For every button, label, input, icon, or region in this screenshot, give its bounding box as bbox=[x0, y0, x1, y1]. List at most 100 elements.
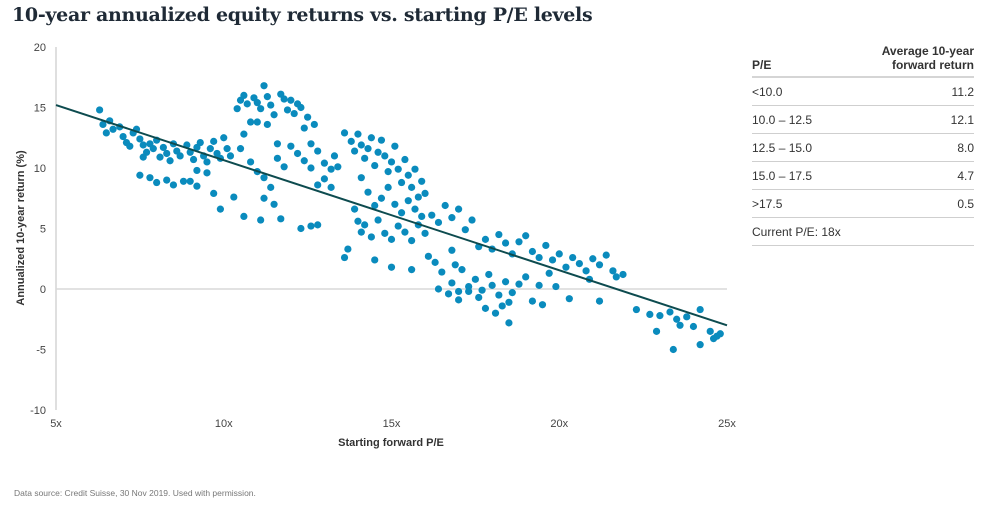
x-tick-labels: 5x 10x 15x 20x 25x bbox=[50, 418, 736, 430]
data-points bbox=[96, 82, 724, 354]
data-point bbox=[314, 221, 322, 229]
data-point bbox=[528, 247, 537, 256]
data-point bbox=[206, 145, 214, 153]
data-point bbox=[448, 279, 456, 287]
data-point bbox=[344, 245, 352, 253]
data-point bbox=[408, 183, 416, 191]
data-point bbox=[397, 209, 406, 217]
data-point bbox=[652, 327, 661, 335]
data-point bbox=[263, 120, 271, 129]
data-point bbox=[320, 159, 328, 167]
pe-returns-table: P/E Average 10-year forward return <10.0… bbox=[752, 36, 974, 246]
data-point bbox=[371, 201, 379, 210]
header-return-line1: Average 10-year bbox=[881, 44, 974, 58]
data-point bbox=[418, 177, 426, 185]
data-point bbox=[163, 176, 171, 184]
y-tick-label: 0 bbox=[40, 284, 46, 296]
data-point bbox=[240, 130, 248, 138]
data-point bbox=[431, 258, 439, 266]
scatter-chart: 20 15 10 5 0 -5 -10 5x 10x 15x 20x 25x Starting fo… bbox=[15, 42, 736, 449]
data-point bbox=[582, 267, 590, 275]
data-point bbox=[243, 100, 251, 108]
data-point bbox=[364, 145, 372, 153]
axes bbox=[55, 47, 727, 410]
data-point bbox=[230, 193, 238, 201]
current-pe-note: Current P/E: 18x bbox=[752, 218, 974, 246]
data-point bbox=[696, 341, 704, 349]
data-point bbox=[196, 138, 204, 147]
data-point bbox=[99, 120, 107, 129]
row-value: 11.2 bbox=[951, 84, 974, 99]
data-point bbox=[465, 287, 473, 296]
data-point bbox=[377, 136, 386, 144]
data-point bbox=[357, 228, 365, 236]
data-point bbox=[646, 310, 654, 319]
data-point bbox=[314, 147, 322, 155]
data-point bbox=[408, 237, 416, 245]
data-point bbox=[136, 171, 144, 179]
data-point bbox=[287, 96, 295, 104]
data-point bbox=[411, 165, 419, 173]
data-point bbox=[304, 113, 312, 121]
data-point bbox=[361, 154, 369, 162]
data-point bbox=[223, 145, 231, 153]
data-point bbox=[475, 293, 483, 302]
data-point bbox=[330, 152, 339, 160]
y-tick-labels: 20 15 10 5 0 -5 -10 bbox=[30, 42, 46, 417]
data-point bbox=[169, 181, 178, 189]
data-point bbox=[461, 226, 469, 234]
data-point bbox=[270, 200, 278, 208]
data-point bbox=[501, 239, 510, 247]
data-point bbox=[404, 171, 412, 179]
data-point bbox=[552, 282, 560, 291]
row-value: 12.1 bbox=[950, 112, 974, 127]
data-point bbox=[186, 177, 194, 185]
data-point bbox=[478, 286, 486, 294]
data-point bbox=[307, 222, 315, 230]
data-point bbox=[350, 205, 359, 213]
data-point bbox=[441, 201, 449, 210]
data-point bbox=[193, 182, 201, 190]
data-point bbox=[565, 295, 573, 303]
data-point bbox=[609, 267, 617, 275]
data-point bbox=[257, 216, 265, 224]
data-point bbox=[455, 287, 463, 296]
data-point bbox=[290, 109, 298, 118]
data-point bbox=[458, 266, 466, 274]
data-point bbox=[495, 291, 503, 299]
y-tick-label: 20 bbox=[34, 42, 46, 54]
header-return: Average 10-year forward return bbox=[882, 44, 974, 72]
data-point bbox=[421, 189, 429, 198]
data-point bbox=[260, 82, 268, 90]
data-point bbox=[619, 270, 627, 279]
data-point bbox=[448, 214, 456, 222]
data-point bbox=[307, 164, 315, 172]
data-point bbox=[176, 152, 184, 160]
data-point bbox=[455, 296, 463, 304]
data-point bbox=[485, 270, 493, 279]
data-point bbox=[367, 233, 375, 241]
data-point bbox=[538, 301, 547, 309]
data-point bbox=[340, 253, 349, 262]
data-point bbox=[96, 106, 104, 114]
data-point bbox=[481, 304, 490, 312]
data-point bbox=[424, 252, 433, 260]
row-pe: <10.0 bbox=[752, 84, 783, 99]
data-point bbox=[683, 313, 691, 321]
data-source-footer: Data source: Credit Suisse, 30 Nov 2019.… bbox=[14, 488, 256, 498]
data-point bbox=[387, 263, 396, 271]
data-point bbox=[240, 212, 248, 220]
data-point bbox=[149, 145, 157, 153]
row-pe: 12.5 – 15.0 bbox=[752, 140, 813, 155]
table-row: <10.0 11.2 bbox=[752, 78, 974, 106]
row-pe: 10.0 – 12.5 bbox=[752, 112, 813, 127]
data-point bbox=[676, 321, 684, 329]
table-row: 15.0 – 17.5 4.7 bbox=[752, 162, 974, 190]
data-point bbox=[555, 250, 563, 258]
x-tick-label: 10x bbox=[215, 418, 233, 430]
data-point bbox=[414, 193, 422, 201]
data-point bbox=[387, 158, 396, 166]
data-point bbox=[297, 103, 305, 112]
data-point bbox=[612, 273, 620, 281]
data-point bbox=[542, 241, 550, 250]
